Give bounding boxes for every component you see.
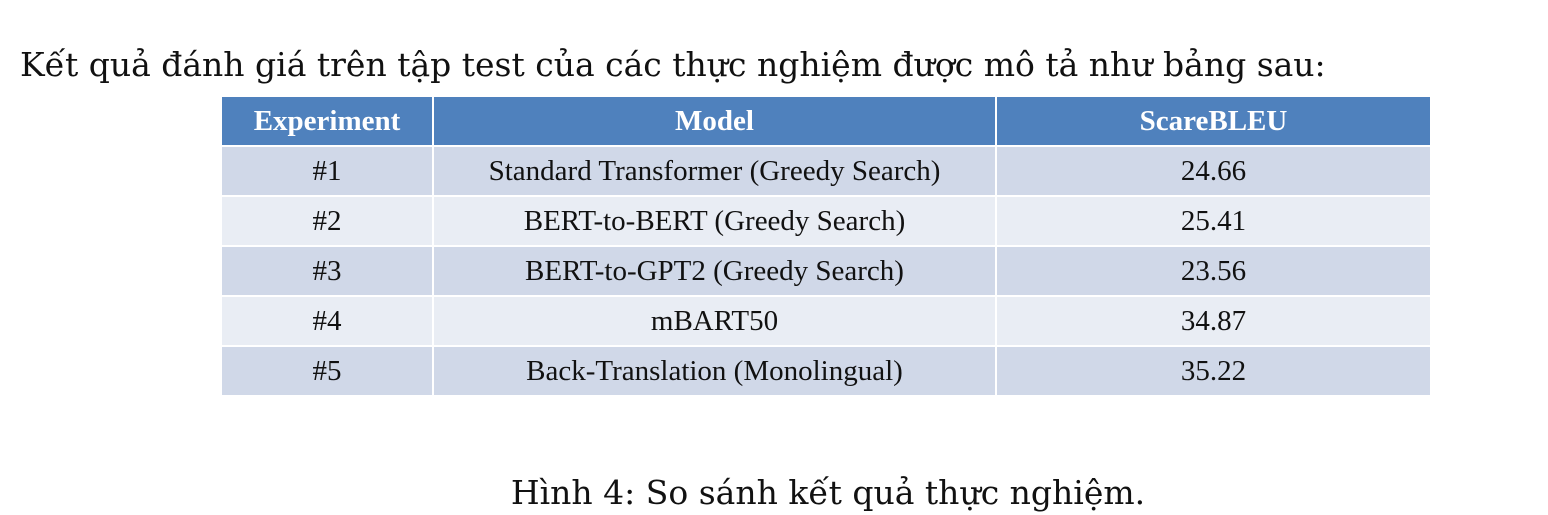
table-row: #5 Back-Translation (Monolingual) 35.22 xyxy=(222,346,1430,395)
cell-score: 25.41 xyxy=(996,196,1430,247)
cell-model: BERT-to-BERT (Greedy Search) xyxy=(433,196,997,247)
cell-score: 35.22 xyxy=(996,346,1430,395)
cell-model: Back-Translation (Monolingual) xyxy=(433,346,997,395)
cell-model: BERT-to-GPT2 (Greedy Search) xyxy=(433,246,997,297)
cell-score: 24.66 xyxy=(996,146,1430,197)
cell-model: mBART50 xyxy=(433,296,997,347)
table-row: #2 BERT-to-BERT (Greedy Search) 25.41 xyxy=(222,196,1430,247)
header-score: ScareBLEU xyxy=(996,97,1430,147)
table-row: #3 BERT-to-GPT2 (Greedy Search) 23.56 xyxy=(222,246,1430,297)
cell-experiment: #5 xyxy=(222,346,434,395)
cell-experiment: #2 xyxy=(222,196,434,247)
cell-model: Standard Transformer (Greedy Search) xyxy=(433,146,997,197)
cell-experiment: #4 xyxy=(222,296,434,347)
header-experiment: Experiment xyxy=(222,97,434,147)
header-model: Model xyxy=(433,97,997,147)
table-row: #4 mBART50 34.87 xyxy=(222,296,1430,347)
intro-paragraph: Kết quả đánh giá trên tập test của các t… xyxy=(20,45,1326,84)
cell-score: 23.56 xyxy=(996,246,1430,297)
cell-experiment: #3 xyxy=(222,246,434,297)
table-header-row: Experiment Model ScareBLEU xyxy=(222,97,1430,147)
cell-experiment: #1 xyxy=(222,146,434,197)
table-row: #1 Standard Transformer (Greedy Search) … xyxy=(222,146,1430,197)
results-table: Experiment Model ScareBLEU #1 Standard T… xyxy=(222,97,1430,395)
figure-caption: Hình 4: So sánh kết quả thực nghiệm. xyxy=(510,473,1146,512)
cell-score: 34.87 xyxy=(996,296,1430,347)
